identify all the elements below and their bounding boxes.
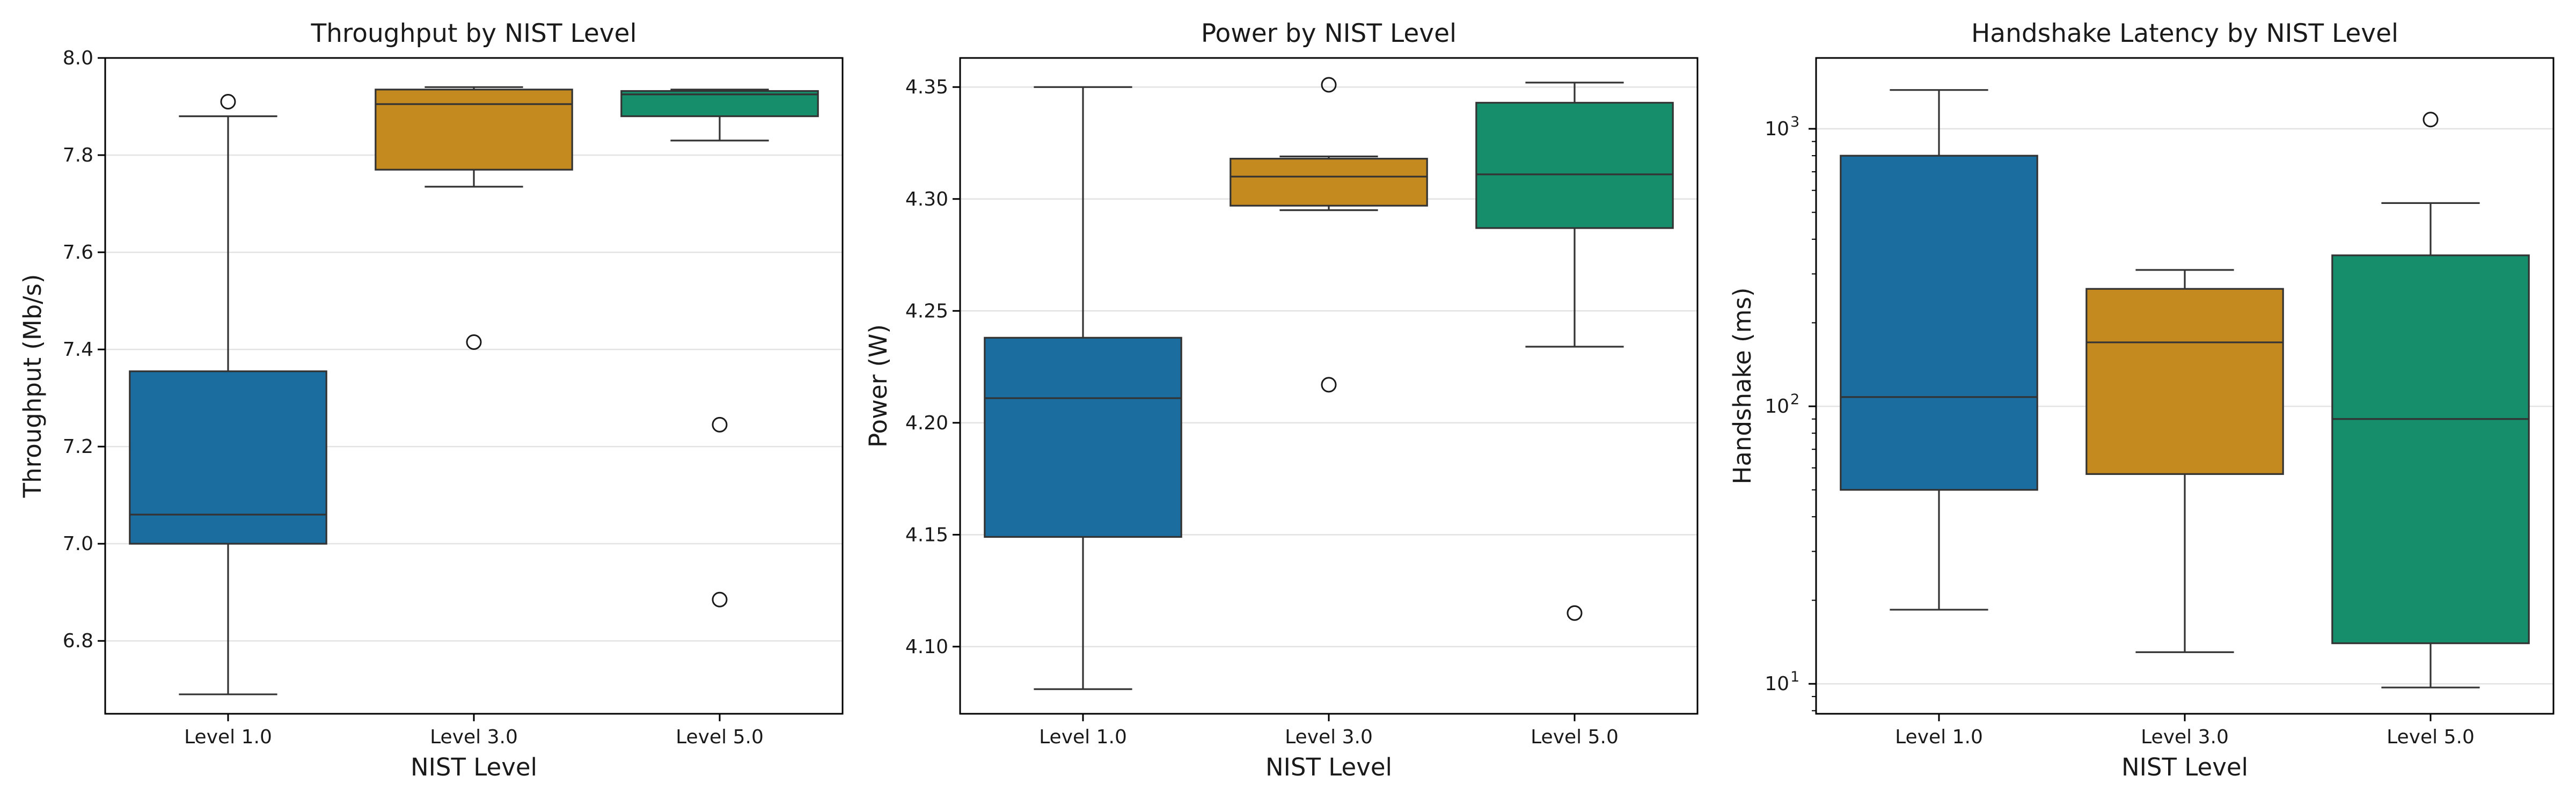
x-tick-label: Level 3.0 <box>2141 726 2229 748</box>
y-tick-label: 10 <box>1765 673 1789 695</box>
y-tick-label: 10 <box>1765 118 1789 140</box>
box-level-3-0 <box>2085 269 2284 653</box>
outlier-point <box>1321 77 1337 93</box>
x-tick-label: Level 3.0 <box>1285 726 1373 748</box>
box-iqr <box>129 370 327 545</box>
y-tick-label: 4.35 <box>905 76 948 98</box>
x-axis-label: NIST Level <box>411 753 537 781</box>
box-level-5-0 <box>2331 112 2530 689</box>
y-tick-exponent: 3 <box>1790 114 1799 130</box>
box-iqr <box>2085 288 2284 475</box>
y-tick-label: 4.20 <box>905 412 948 434</box>
y-tick-label: 7.2 <box>63 436 93 458</box>
y-tick-label: 8.0 <box>63 47 93 69</box>
y-axis-label: Power (W) <box>864 324 892 448</box>
y-tick-label: 6.8 <box>63 630 93 652</box>
y-tick-label: 7.8 <box>63 144 93 166</box>
x-tick-label: Level 5.0 <box>1531 726 1619 748</box>
y-tick-label: 7.0 <box>63 533 93 555</box>
outlier-point <box>1567 605 1583 621</box>
x-axis-label: NIST Level <box>2121 753 2248 781</box>
y-tick-label: 4.10 <box>905 636 948 658</box>
y-tick-label: 4.25 <box>905 300 948 322</box>
box-level-1-0 <box>129 93 327 696</box>
y-tick-label: 7.6 <box>63 241 93 264</box>
box-level-1-0 <box>984 86 1182 690</box>
x-tick-label: Level 1.0 <box>1039 726 1127 748</box>
y-tick-label: 10 <box>1765 396 1789 418</box>
outlier-point <box>712 416 728 433</box>
y-axis-label: Handshake (ms) <box>1728 288 1757 485</box>
chart-panel-2: 4.10 4.15 4.20 4.25 4.30 4.35 Level 1.0 Level 3… <box>864 19 1699 781</box>
y-tick-label: 4.15 <box>905 524 948 546</box>
chart-title: Handshake Latency by NIST Level <box>1971 19 2398 48</box>
outlier-point <box>712 591 728 608</box>
box-level-5-0 <box>1475 82 1674 621</box>
box-iqr <box>2331 254 2530 645</box>
outlier-point <box>1321 377 1337 393</box>
y-tick-label: 4.30 <box>905 188 948 210</box>
x-tick-label: Level 5.0 <box>676 726 764 748</box>
y-tick-base: 10 <box>1765 396 1789 418</box>
y-tick-base: 10 <box>1765 673 1789 695</box>
x-tick-label: Level 5.0 <box>2387 726 2475 748</box>
x-axis-label: NIST Level <box>1265 753 1392 781</box>
box-level-1-0 <box>1840 89 2038 611</box>
box-iqr <box>984 336 1182 538</box>
y-tick-exponent: 1 <box>1790 669 1799 685</box>
outlier-point <box>2423 112 2439 128</box>
box-iqr <box>1840 155 2038 491</box>
x-tick-label: Level 1.0 <box>1895 726 1983 748</box>
y-tick-base: 10 <box>1765 118 1789 140</box>
outlier-point <box>466 334 482 350</box>
x-tick-label: Level 1.0 <box>184 726 272 748</box>
chart-panel-1: 6.8 7.0 7.2 7.4 7.6 7.8 8.0 Level 1.0 Level 3.0 L… <box>18 19 844 781</box>
box-iqr <box>1475 101 1674 229</box>
box-level-3-0 <box>375 86 573 350</box>
chart-title: Throughput by NIST Level <box>310 19 636 48</box>
box-iqr <box>1230 158 1428 207</box>
x-tick-label: Level 3.0 <box>430 726 518 748</box>
box-level-5-0 <box>620 89 819 608</box>
outlier-point <box>220 93 236 109</box>
chart-title: Power by NIST Level <box>1201 19 1457 48</box>
box-level-3-0 <box>1230 77 1428 393</box>
y-tick-label: 7.4 <box>63 339 93 361</box>
box-iqr <box>375 89 573 171</box>
y-tick-exponent: 2 <box>1790 391 1799 408</box>
y-axis-label: Throughput (Mb/s) <box>18 274 47 499</box>
